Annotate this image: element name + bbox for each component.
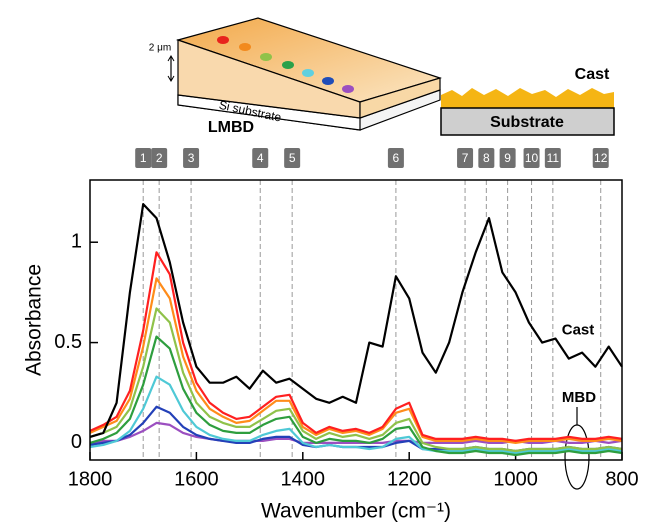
x-tick-label: 800 bbox=[605, 468, 638, 490]
dot bbox=[322, 77, 334, 85]
spectrum-line bbox=[89, 307, 623, 453]
peak-box bbox=[252, 148, 269, 168]
peak-box bbox=[478, 148, 495, 168]
peak-label: 8 bbox=[483, 151, 490, 165]
x-tick-label: 1800 bbox=[68, 468, 113, 490]
dot bbox=[302, 69, 314, 77]
x-tick-label: 1000 bbox=[493, 468, 538, 490]
spectrum-line bbox=[89, 335, 623, 457]
peak-box bbox=[284, 148, 301, 168]
cast-inset: Cast Substrate bbox=[440, 66, 615, 136]
spectrum-line bbox=[89, 203, 623, 438]
dot bbox=[342, 85, 354, 93]
peak-box bbox=[499, 148, 516, 168]
spectrum-line bbox=[89, 277, 623, 444]
peak-label: 6 bbox=[393, 151, 400, 165]
peak-label: 12 bbox=[594, 151, 608, 165]
y-tick-label: 0.5 bbox=[54, 331, 82, 353]
lmbd-inset: 2 μm Si substrate LMBD bbox=[149, 17, 442, 136]
lmbd-title: LMBD bbox=[208, 119, 254, 136]
mbd-ellipse bbox=[564, 424, 590, 490]
thickness-label: 2 μm bbox=[149, 43, 171, 54]
x-axis-title: Wavenumber (cm⁻¹) bbox=[261, 500, 451, 523]
cast-substrate bbox=[440, 107, 615, 136]
film-end bbox=[359, 77, 441, 119]
peak-label: 1 bbox=[140, 151, 147, 165]
peak-box bbox=[151, 148, 168, 168]
y-axis-title: Absorbance bbox=[23, 264, 46, 376]
peak-box bbox=[457, 148, 474, 168]
peak-label: 5 bbox=[289, 151, 296, 165]
peak-box bbox=[387, 148, 404, 168]
y-tick-label: 1 bbox=[71, 231, 82, 253]
plot-frame bbox=[89, 179, 623, 461]
dot bbox=[217, 36, 229, 44]
mbd-label: MBD bbox=[562, 389, 596, 406]
peak-box bbox=[183, 148, 200, 168]
cast-inset-title: Cast bbox=[575, 66, 610, 83]
arrow-head bbox=[167, 75, 175, 82]
arrow-head bbox=[167, 55, 175, 62]
dot bbox=[282, 61, 294, 69]
series-label: Cast bbox=[562, 322, 595, 339]
y-tick-label: 0 bbox=[71, 431, 82, 453]
x-tick-label: 1400 bbox=[281, 468, 326, 490]
peak-box bbox=[135, 148, 152, 168]
x-tick-label: 1600 bbox=[174, 468, 219, 490]
peak-label: 2 bbox=[156, 151, 163, 165]
peak-box bbox=[544, 148, 561, 168]
cast-substrate-label: Substrate bbox=[490, 114, 564, 131]
peak-label: 4 bbox=[257, 151, 264, 165]
dot bbox=[260, 53, 272, 61]
peak-label: 3 bbox=[188, 151, 195, 165]
spectrum-line bbox=[89, 421, 623, 444]
spectrum-line bbox=[89, 251, 623, 442]
peak-label: 10 bbox=[525, 151, 539, 165]
peak-label: 11 bbox=[547, 151, 560, 165]
x-tick-label: 1200 bbox=[387, 468, 432, 490]
dot bbox=[239, 43, 251, 51]
peak-label: 7 bbox=[462, 151, 469, 165]
peak-label: 9 bbox=[504, 151, 511, 165]
peak-box bbox=[592, 148, 609, 168]
peak-box bbox=[523, 148, 540, 168]
spectrum-line bbox=[89, 375, 623, 455]
cast-film bbox=[441, 88, 614, 108]
